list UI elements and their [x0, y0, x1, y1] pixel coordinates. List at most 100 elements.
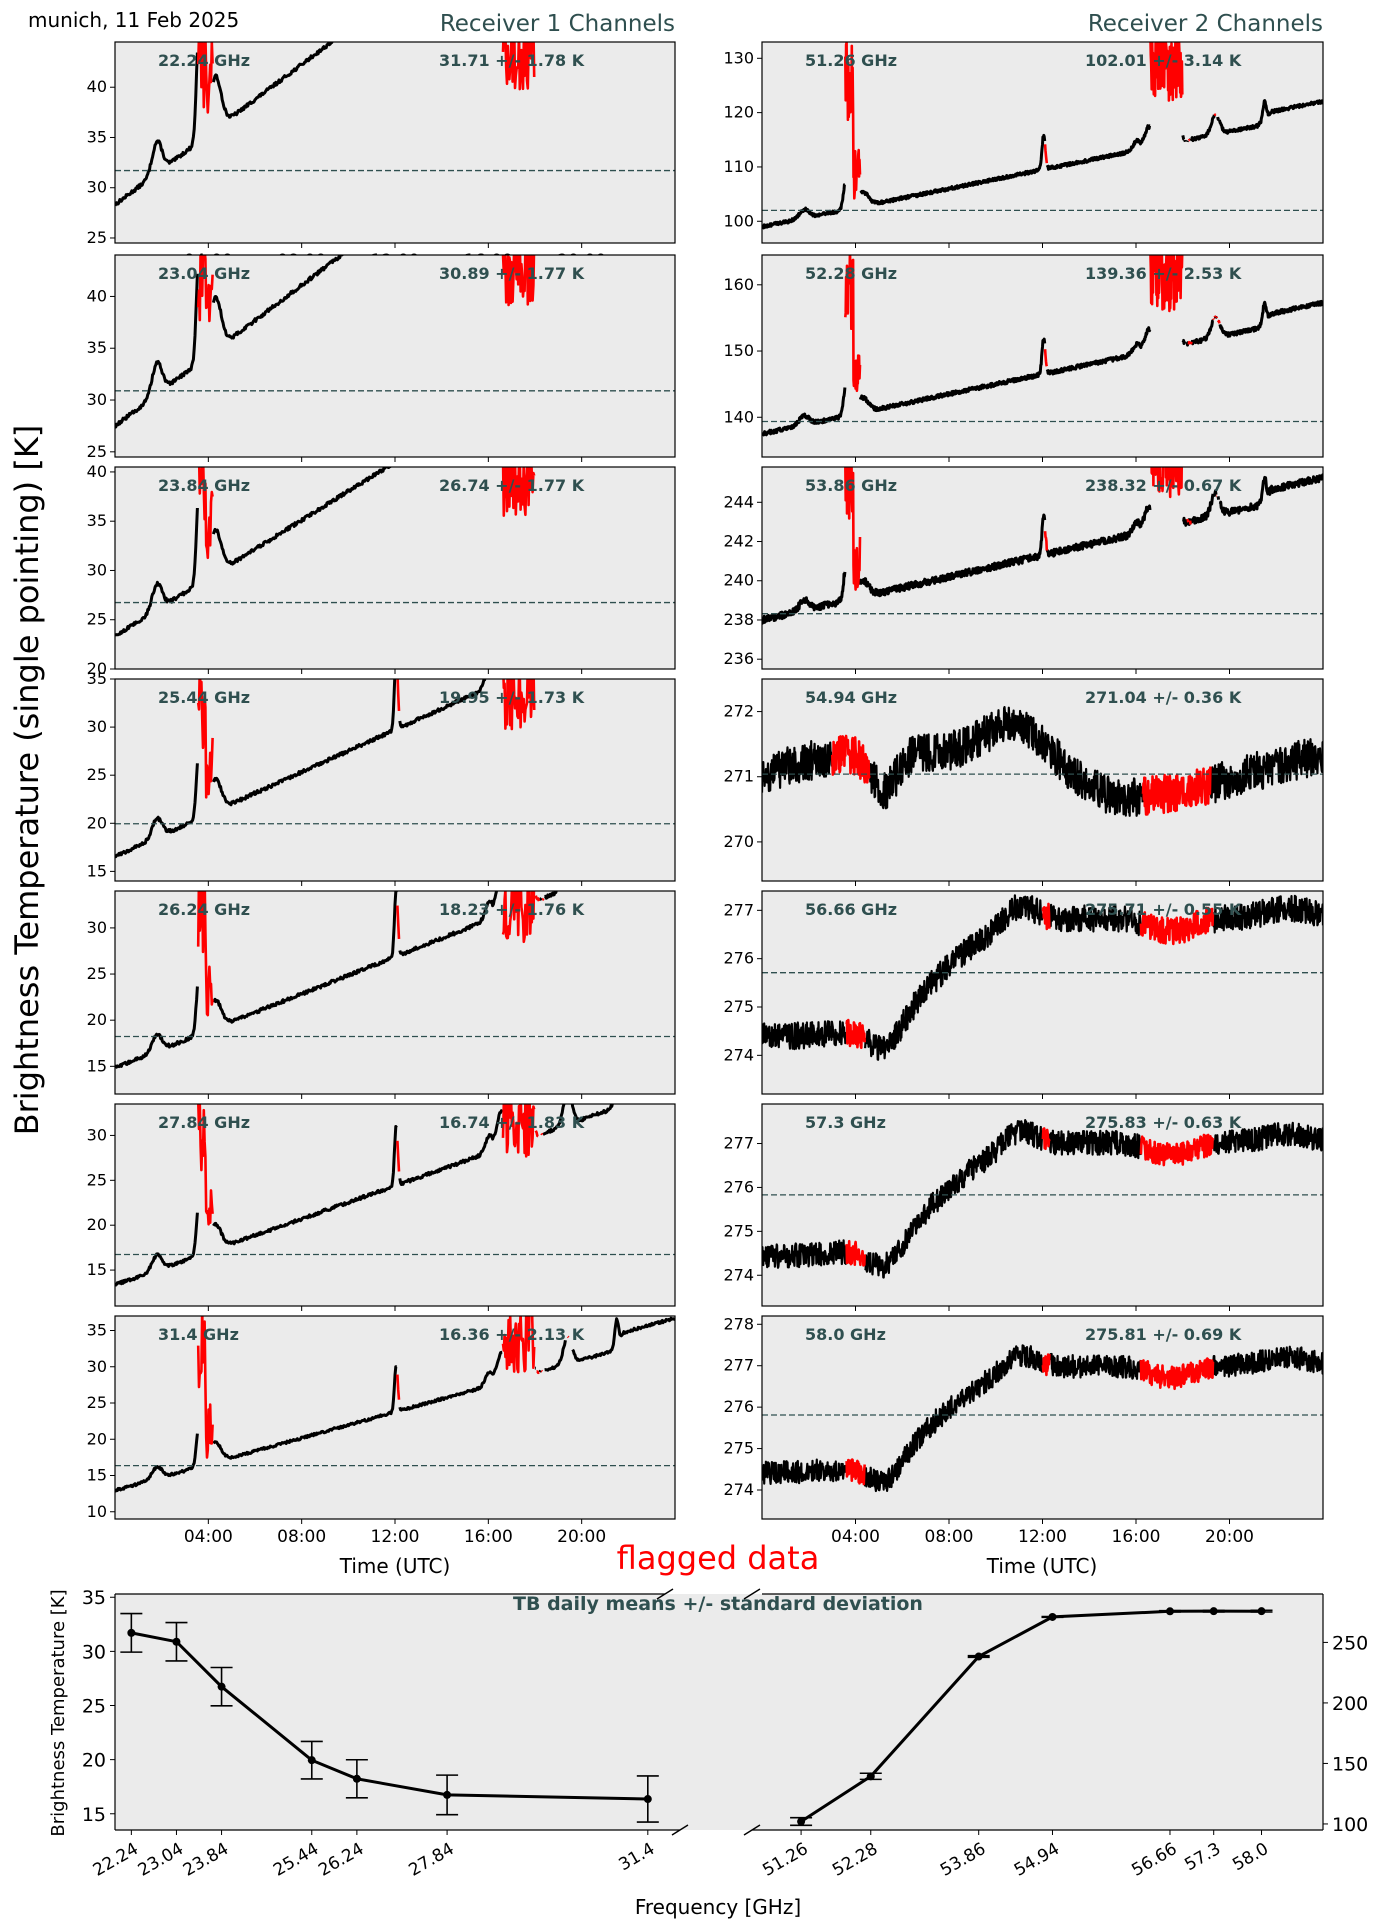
- series-flagged: [196, 891, 545, 1017]
- x-tick-label: 58.0: [1229, 1839, 1272, 1875]
- y-tick-label: 30: [87, 178, 107, 197]
- panel-background: [762, 1316, 1323, 1519]
- y-tick-label: 15: [87, 861, 107, 880]
- y-tick-label: 200: [1332, 1693, 1368, 1715]
- summary-xlabel: Frequency [GHz]: [635, 1895, 801, 1919]
- channel-panel: 15 20 25 30 27.84 GHz 16.74 +/- 1.83 K: [87, 1103, 676, 1311]
- channel-stats-label: 275.83 +/- 0.63 K: [1085, 1113, 1242, 1132]
- channel-label: 52.28 GHz: [805, 264, 897, 283]
- channel-label: 23.04 GHz: [158, 264, 250, 283]
- y-tick-label: 35: [87, 338, 107, 357]
- x-tick-label: 23.84: [180, 1839, 232, 1881]
- y-tick-label: 270: [723, 832, 754, 851]
- y-tick-label: 276: [723, 949, 754, 968]
- panel-background: [115, 42, 675, 243]
- series-good: [115, 42, 334, 207]
- receiver-2-title: Receiver 2 Channels: [1088, 11, 1323, 37]
- channel-label: 26.24 GHz: [158, 900, 250, 919]
- channel-label: 27.84 GHz: [158, 1113, 250, 1132]
- x-tick-label: 54.94: [1011, 1839, 1063, 1881]
- channel-stats-label: 271.04 +/- 0.36 K: [1085, 688, 1242, 707]
- x-tick-label: 25.44: [270, 1839, 322, 1881]
- series-good: [762, 894, 1323, 1061]
- mean-point: [127, 1628, 136, 1637]
- channel-stats-label: 16.74 +/- 1.83 K: [439, 1113, 585, 1132]
- channel-label: 51.26 GHz: [805, 51, 897, 70]
- mean-point: [974, 1652, 983, 1661]
- y-tick-label: 25: [87, 964, 107, 983]
- summary-title: TB daily means +/- standard deviation: [513, 1593, 923, 1615]
- series-flagged: [831, 734, 1212, 816]
- channel-panel: 274 275 276 277 278 04:00 08:00 12:00 16:00 20:00…: [723, 1314, 1324, 1547]
- mean-point: [1257, 1607, 1266, 1616]
- y-tick-label: 140: [723, 407, 754, 426]
- x-tick-label: 56.66: [1128, 1839, 1180, 1881]
- y-tick-label: 30: [87, 560, 107, 579]
- y-tick-label: 275: [723, 997, 754, 1016]
- y-tick-label: 30: [87, 1357, 107, 1376]
- y-tick-label: 40: [87, 77, 107, 96]
- y-tick-label: 20: [87, 1429, 107, 1448]
- y-tick-label: 15: [82, 1804, 106, 1826]
- y-tick-label: 244: [723, 492, 754, 511]
- series-flagged: [197, 467, 536, 560]
- y-tick-label: 274: [723, 1265, 754, 1284]
- receiver-2-xlabel: Time (UTC): [986, 1554, 1098, 1578]
- channel-stats-label: 31.71 +/- 1.78 K: [439, 51, 585, 70]
- channel-panel: 270 271 272 54.94 GHz 271.04 +/- 0.36 K: [723, 678, 1324, 886]
- x-tick-label: 27.84: [405, 1839, 457, 1881]
- channel-label: 25.44 GHz: [158, 688, 250, 707]
- mean-point: [1048, 1612, 1057, 1621]
- y-tick-label: 130: [723, 48, 754, 67]
- x-tick-label: 51.26: [759, 1839, 811, 1881]
- y-tick-label: 276: [723, 1397, 754, 1416]
- mean-point: [172, 1637, 181, 1646]
- x-tick-label: 04:00: [184, 1527, 233, 1547]
- channel-panel: 10 15 20 25 30 35 04:00 08:00 12:00 16:00 20:00 31.…: [87, 1315, 676, 1547]
- y-tick-label: 30: [82, 1641, 106, 1663]
- channel-stats-label: 26.74 +/- 1.77 K: [439, 476, 585, 495]
- y-tick-label: 35: [87, 511, 107, 530]
- y-tick-label: 20: [87, 659, 107, 678]
- x-tick-label: 20:00: [557, 1527, 606, 1547]
- y-tick-label: 15: [87, 1466, 107, 1485]
- flagged-data-legend: flagged data: [617, 1539, 820, 1577]
- y-tick-label: 100: [723, 211, 754, 230]
- channel-label: 57.3 GHz: [805, 1113, 886, 1132]
- receiver-1-title: Receiver 1 Channels: [440, 11, 675, 37]
- x-tick-label: 08:00: [277, 1527, 326, 1547]
- mean-point: [643, 1795, 652, 1804]
- mean-point: [217, 1682, 226, 1691]
- y-tick-label: 30: [87, 717, 107, 736]
- y-tick-label: 274: [723, 1480, 754, 1499]
- y-tick-label: 25: [87, 765, 107, 784]
- y-tick-label: 238: [723, 610, 754, 629]
- figure-title: munich, 11 Feb 2025: [28, 8, 239, 32]
- series-good: [762, 706, 1323, 817]
- axis-break-mark: [656, 1588, 674, 1600]
- y-tick-label: 30: [87, 390, 107, 409]
- series-good: [762, 99, 1323, 230]
- x-tick-label: 12:00: [1018, 1527, 1067, 1547]
- channel-label: 22.24 GHz: [158, 51, 250, 70]
- series-good: [115, 891, 559, 1069]
- x-tick-label: 12:00: [371, 1527, 420, 1547]
- series-good: [762, 1119, 1323, 1279]
- series-flagged: [196, 679, 536, 799]
- y-tick-label: 150: [723, 341, 754, 360]
- x-tick-label: 16:00: [1112, 1527, 1161, 1547]
- axis-break-mark: [671, 1824, 689, 1836]
- channel-stats-label: 275.71 +/- 0.55 K: [1085, 900, 1242, 919]
- y-tick-label: 20: [82, 1750, 106, 1772]
- series-good: [762, 1344, 1323, 1493]
- series-flagged: [845, 1127, 1215, 1267]
- y-tick-label: 110: [723, 157, 754, 176]
- channel-stats-label: 16.36 +/- 2.13 K: [439, 1325, 585, 1344]
- x-tick-label: 23.04: [135, 1839, 187, 1881]
- series-flagged: [845, 902, 1215, 1050]
- mean-point: [1209, 1607, 1218, 1616]
- x-tick-label: 31.4: [616, 1839, 659, 1875]
- x-tick-label: 04:00: [831, 1527, 880, 1547]
- y-tick-label: 25: [82, 1696, 106, 1718]
